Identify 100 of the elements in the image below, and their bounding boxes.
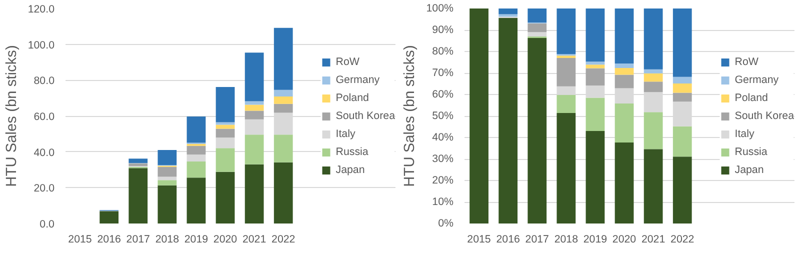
x-tick-label: 2016	[496, 234, 520, 246]
y-axis-title: HTU Sales (bn sticks)	[4, 45, 20, 187]
legend-label: RoW	[734, 56, 758, 68]
bar	[244, 134, 264, 164]
bar	[274, 112, 293, 135]
bar	[672, 76, 692, 84]
bar	[244, 164, 264, 224]
bar	[614, 8, 634, 64]
bar	[216, 86, 235, 122]
y-tick-label: 60%	[432, 88, 454, 100]
bar	[216, 138, 235, 148]
x-tick-label: 2018	[554, 234, 578, 246]
bar	[528, 38, 547, 224]
bar	[586, 85, 605, 98]
bar	[672, 8, 692, 77]
x-tick-label: 2019	[184, 234, 208, 246]
bar	[186, 146, 206, 155]
bar	[614, 68, 634, 75]
bar	[644, 112, 663, 150]
legend-label: Russia	[734, 146, 768, 158]
legend-label: Russia	[336, 146, 368, 158]
x-tick-label: 2018	[155, 234, 180, 246]
legend-label: Japan	[336, 164, 365, 176]
bar	[556, 94, 576, 113]
legend-label: South Korea	[734, 110, 794, 122]
bar	[158, 150, 177, 166]
legend-label: Italy	[734, 128, 755, 140]
bar	[244, 110, 264, 120]
bar	[644, 73, 663, 82]
bar	[556, 86, 576, 95]
bar	[186, 178, 206, 224]
x-tick-label: 2020	[213, 234, 238, 246]
x-tick-label: 2021	[242, 234, 266, 246]
bar	[216, 148, 235, 172]
legend-label: Germany	[734, 74, 779, 86]
bar	[672, 126, 692, 157]
bar	[586, 98, 605, 132]
bar	[672, 84, 692, 93]
legend-label: RoW	[336, 56, 360, 68]
bar	[614, 104, 634, 142]
x-tick-label: 2016	[97, 234, 121, 246]
y-tick-label: 60.0	[34, 111, 55, 123]
y-tick-label: 70%	[432, 67, 454, 79]
x-tick-label: 2015	[467, 234, 491, 246]
y-tick-label: 40.0	[34, 146, 55, 159]
bar	[274, 162, 293, 224]
bar	[498, 8, 518, 14]
y-tick-label: 100.0	[28, 39, 55, 52]
legend-label: Poland	[734, 92, 768, 104]
bar	[158, 185, 177, 224]
bar	[644, 82, 663, 92]
bar	[470, 8, 488, 224]
legend-label: Poland	[336, 92, 369, 104]
x-tick-label: 2015	[68, 234, 92, 246]
legend-label: Japan	[734, 164, 764, 176]
bar	[244, 52, 264, 102]
y-tick-label: 80%	[432, 46, 454, 58]
bar	[186, 162, 206, 178]
y-tick-label: 100%	[426, 2, 454, 14]
bar	[672, 92, 692, 102]
bar	[274, 134, 293, 162]
bar	[644, 69, 663, 74]
bar	[216, 128, 235, 138]
legend-label: South Korea	[336, 110, 395, 122]
y-tick-label: 90%	[432, 24, 454, 36]
bar	[128, 168, 148, 224]
x-tick-label: 2020	[612, 234, 636, 246]
bar	[556, 8, 576, 54]
x-tick-label: 2017	[126, 234, 150, 246]
bar	[274, 104, 293, 113]
y-tick-label: 20%	[432, 174, 454, 186]
bar	[586, 131, 605, 224]
bar	[672, 102, 692, 126]
y-axis-title: HTU Sales (bn sticks)	[402, 45, 418, 187]
bar	[586, 68, 605, 86]
bar	[274, 90, 293, 96]
x-tick-label: 2021	[641, 234, 666, 246]
y-tick-label: 0%	[438, 218, 454, 230]
y-tick-label: 0.0	[40, 218, 55, 230]
bar	[244, 119, 264, 135]
bar	[528, 8, 547, 22]
bar	[586, 62, 605, 65]
y-tick-label: 80.0	[34, 75, 55, 88]
bar	[614, 142, 634, 224]
y-tick-label: 40%	[432, 132, 454, 144]
bar	[128, 163, 148, 166]
bar	[586, 64, 605, 68]
bar	[644, 8, 663, 70]
bar	[158, 180, 177, 186]
legend-label: Germany	[336, 74, 380, 86]
y-tick-label: 120.0	[28, 4, 55, 16]
bar	[644, 92, 663, 112]
bar	[274, 28, 293, 90]
bar	[556, 58, 576, 86]
bar	[614, 64, 634, 68]
bar	[128, 158, 148, 163]
bar	[100, 211, 119, 224]
bar	[528, 32, 547, 36]
bar	[186, 116, 206, 143]
bar	[672, 156, 692, 224]
